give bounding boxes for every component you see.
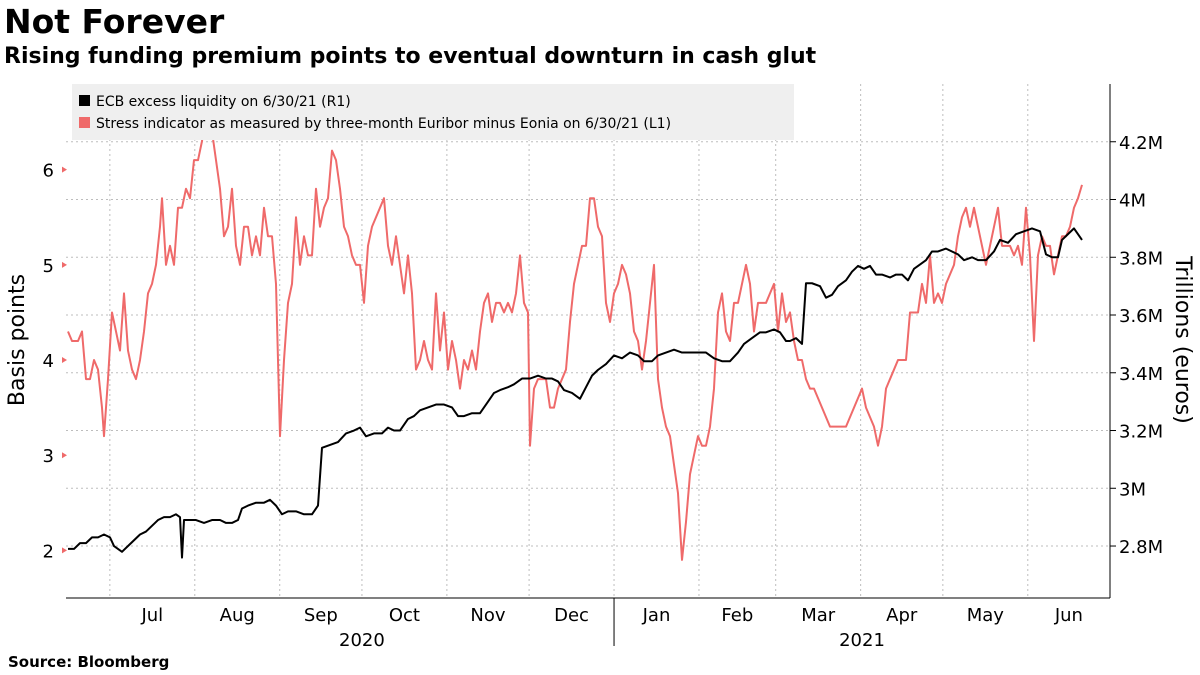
x-tick-label: Jul (140, 605, 163, 626)
x-tick-label: Apr (886, 605, 918, 626)
x-axis-ticks: Jul Aug Sep Oct Nov Dec Jan Feb Mar Apr May Jun 2020… (140, 598, 1083, 651)
left-tick-label: 3 (43, 446, 54, 467)
right-tick-label: 3M (1119, 479, 1146, 500)
right-tick-label: 2.8M (1119, 537, 1163, 558)
left-tick-label: 4 (43, 351, 54, 372)
left-tick-label: 2 (43, 541, 54, 562)
x-tick-label: Feb (721, 605, 753, 626)
chart-title: Not Forever (4, 2, 225, 41)
axes (66, 84, 1111, 599)
x-tick-label: Nov (470, 605, 505, 626)
right-tick-label: 4.2M (1119, 133, 1163, 154)
legend: ECB excess liquidity on 6/30/21 (R1) Str… (72, 84, 794, 140)
series-group (67, 121, 1083, 561)
x-tick-label: May (967, 605, 1005, 626)
x-tick-label: Sep (304, 605, 338, 626)
left-axis-title: Basis points (5, 274, 30, 406)
legend-label-liquidity: ECB excess liquidity on 6/30/21 (R1) (96, 94, 351, 110)
grid-lines (66, 84, 1111, 598)
x-year-label: 2020 (339, 630, 385, 651)
right-tick-label: 3.8M (1119, 248, 1163, 269)
stress-indicator-line (67, 121, 1083, 561)
x-tick-label: Dec (554, 605, 589, 626)
left-tick-label: 5 (43, 256, 54, 277)
left-tick-marker (62, 261, 67, 268)
right-tick-label: 4M (1119, 191, 1146, 212)
right-axis-ticks: 2.8M 3M 3.2M 3.4M 3.6M 3.8M 4M 4.2M (1110, 133, 1163, 558)
x-tick-label: Jun (1054, 605, 1083, 626)
right-tick-label: 3.6M (1119, 306, 1163, 327)
chart-subtitle: Rising funding premium points to eventua… (4, 44, 817, 69)
legend-swatch-liquidity (79, 95, 90, 106)
legend-background (72, 84, 794, 140)
left-tick-marker (62, 452, 67, 459)
left-axis-ticks: 2 3 4 5 6 (43, 161, 67, 562)
x-tick-label: Mar (801, 605, 836, 626)
excess-liquidity-line (68, 227, 1083, 559)
left-tick-marker (62, 166, 67, 173)
x-tick-label: Oct (389, 605, 420, 626)
x-tick-label: Jan (642, 605, 671, 626)
right-axis-title: Trillions (euros) (1170, 255, 1195, 424)
right-tick-label: 3.2M (1119, 422, 1163, 443)
x-tick-label: Aug (220, 605, 255, 626)
legend-swatch-stress (79, 117, 90, 128)
left-tick-marker (62, 547, 67, 554)
legend-label-stress: Stress indicator as measured by three-mo… (96, 116, 671, 132)
left-tick-label: 6 (43, 161, 54, 182)
source-note: Source: Bloomberg (8, 653, 170, 671)
right-tick-label: 3.4M (1119, 364, 1163, 385)
x-year-label: 2021 (839, 630, 885, 651)
left-tick-marker (62, 357, 67, 364)
